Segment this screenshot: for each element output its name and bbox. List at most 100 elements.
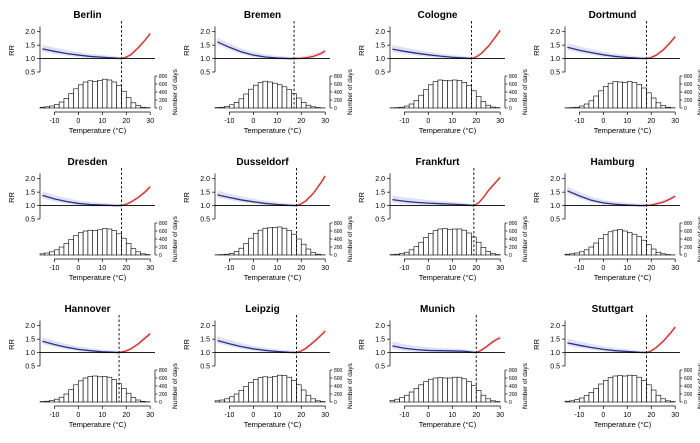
days-tick-label: 600 [159, 229, 168, 235]
days-tick-label: 400 [509, 384, 518, 390]
rr-tick-label: 2.0 [25, 323, 35, 330]
confidence-band [471, 27, 501, 60]
histogram-bar [588, 392, 595, 403]
chart-panel-dresden: Dresden 0.5 1.0 1.5 2.0 RR 0 200 400 600 800 Number… [0, 147, 179, 294]
x-axis-label: Temperature (°C) [594, 126, 652, 135]
histogram-bar [646, 384, 652, 403]
days-tick-label: 0 [159, 253, 162, 259]
chart-panel-dortmund: Dortmund 0.5 1.0 1.5 2.0 RR 0 200 400 600 800 Numbe… [525, 0, 700, 147]
x-axis-label: Temperature (°C) [244, 420, 302, 429]
histogram-bar [233, 102, 240, 109]
histogram-bar [650, 389, 657, 403]
histogram-bar [660, 105, 666, 109]
histogram-bar [281, 86, 288, 109]
rr-tick-label: 1.5 [375, 43, 385, 50]
histogram-bar [636, 376, 642, 403]
histogram-bar [588, 100, 595, 109]
histogram-bar [603, 380, 609, 403]
days-tick-label: 200 [159, 245, 168, 251]
histogram-bar [257, 82, 264, 109]
x-tick-label: 10 [98, 265, 106, 272]
histogram-bar [490, 253, 496, 256]
cold-effect-line [567, 342, 647, 354]
histogram-bar [291, 380, 297, 403]
histogram-bar [272, 227, 278, 256]
histogram-bar [125, 243, 132, 256]
rr-tick-label: 2.0 [375, 323, 385, 330]
x-tick-label: 30 [146, 118, 154, 125]
histogram-bar [97, 80, 103, 109]
rr-tick-label: 2.0 [550, 29, 560, 36]
cold-effect-line [392, 345, 477, 354]
histogram-bar [437, 79, 444, 109]
histogram-bar [574, 399, 580, 403]
histogram-bar [451, 228, 458, 256]
histogram-bar [660, 253, 666, 256]
histogram-bar [631, 375, 638, 403]
histogram-bar [296, 97, 302, 109]
histogram-bar [418, 241, 424, 256]
x-tick-label: 30 [321, 118, 329, 125]
histogram-bar [130, 397, 137, 403]
histogram-bar [140, 253, 146, 256]
rr-tick-label: 1.0 [200, 56, 210, 63]
histogram-bar [39, 253, 46, 256]
x-tick-label: 10 [448, 412, 456, 419]
confidence-band [217, 336, 297, 354]
days-tick-label: 800 [334, 221, 343, 227]
histogram-bar [253, 379, 259, 403]
histogram-bar [310, 252, 316, 256]
cold-effect-line [42, 48, 122, 60]
x-tick-label: 10 [623, 265, 631, 272]
chart-panel-dusseldorf: Dusseldorf 0.5 1.0 1.5 2.0 RR 0 200 400 600 800 Num… [175, 147, 354, 294]
x-tick-label: 10 [273, 265, 281, 272]
days-tick-label: 0 [509, 106, 512, 112]
histogram-bar [485, 251, 491, 256]
histogram-bar [87, 80, 94, 109]
histogram-bar [428, 84, 434, 109]
days-tick-label: 400 [334, 90, 343, 96]
histogram-bar [262, 227, 269, 256]
x-tick-label: 10 [273, 118, 281, 125]
chart-panel-berlin: Berlin 0.5 1.0 1.5 2.0 RR 0 200 400 600 800 Number … [0, 0, 179, 147]
rr-tick-label: 2.0 [200, 323, 210, 330]
x-axis-label: Temperature (°C) [244, 126, 302, 135]
histogram-bar [665, 106, 671, 109]
histogram-bar [135, 399, 141, 403]
histogram-bar [300, 389, 307, 403]
days-axis-label: Number of days [522, 215, 529, 262]
x-tick-label: 30 [321, 412, 329, 419]
histogram-bar [233, 393, 240, 403]
histogram-bar [276, 226, 283, 256]
rr-tick-label: 1.0 [25, 56, 35, 63]
x-axis-label: Temperature (°C) [594, 420, 652, 429]
days-tick-label: 400 [159, 90, 168, 96]
histogram-bar [82, 377, 89, 403]
panel-title: Hannover [64, 304, 111, 315]
x-tick-label: -10 [574, 412, 584, 419]
rr-tick-label: 1.0 [375, 350, 385, 357]
days-tick-label: 200 [334, 98, 343, 104]
histogram-bar [475, 390, 482, 403]
histogram-bar [622, 375, 628, 403]
chart-panel-munich: Munich 0.5 1.0 1.5 2.0 RR 0 200 400 600 800 Number … [350, 294, 529, 441]
histogram-bar [485, 398, 491, 403]
histogram-bar [243, 93, 249, 109]
chart-panel-hamburg: Hamburg 0.5 1.0 1.5 2.0 RR 0 200 400 600 800 Number… [525, 147, 700, 294]
days-tick-label: 0 [509, 253, 512, 259]
x-tick-label: -10 [574, 118, 584, 125]
histogram-bar [315, 253, 321, 256]
histogram-bar [456, 228, 463, 256]
histogram-bar [78, 84, 84, 109]
histogram-bar [428, 378, 434, 403]
rr-axis-label: RR [7, 45, 16, 56]
heat-effect-line [118, 333, 151, 354]
days-tick-label: 400 [509, 237, 518, 243]
histogram-bar [617, 81, 623, 109]
rr-tick-label: 1.5 [200, 337, 210, 344]
histogram-bar [286, 376, 292, 403]
histogram-bar [471, 385, 477, 403]
